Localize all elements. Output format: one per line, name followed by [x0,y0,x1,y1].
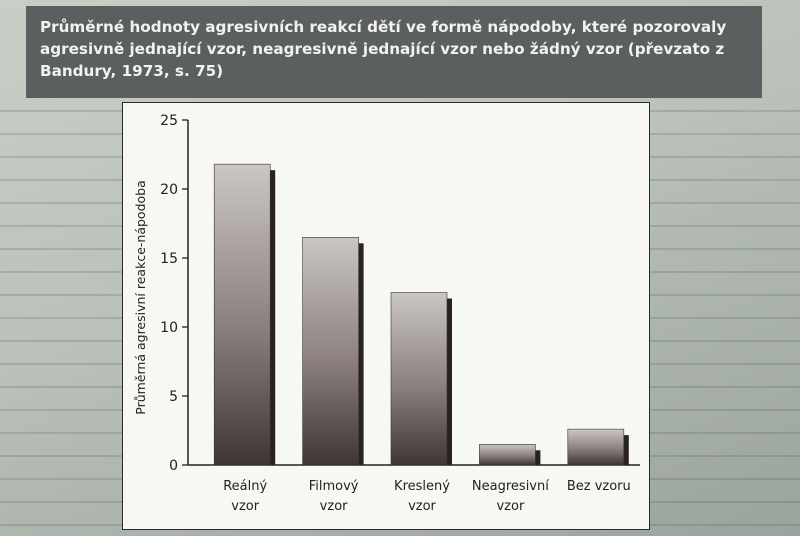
bar [479,443,536,466]
bar-shadow [535,450,541,465]
y-tick-label: 0 [169,458,178,474]
bar-shadow [623,435,629,465]
bar-shadow [447,298,452,465]
y-tick-label: 10 [160,320,178,336]
category-label: Neagresivní vzor [472,479,549,514]
category-label: Kreslený vzor [394,479,450,514]
figure-title: Průměrné hodnoty agresivních reakcí dětí… [40,18,727,80]
chart-frame [122,102,650,530]
bar [302,237,359,466]
y-tick-label: 20 [160,182,178,198]
category-labels: Reálný vzor Filmový vzor Kreslený vzor Neagres… [223,479,631,514]
y-tick-label: 15 [160,251,178,267]
y-tick-label: 5 [169,389,178,405]
bar [567,428,625,466]
figure-title-band: Průměrné hodnoty agresivních reakcí dětí… [26,6,762,98]
y-tick-label: 25 [160,113,178,129]
category-label: Filmový vzor [309,479,359,514]
category-label: Bez vzoru [567,479,631,494]
bar-shadow [358,243,364,465]
bar [213,163,271,466]
y-axis-title: Průměrná agresivní reakce-nápodoba [133,180,148,415]
category-label: Reálný vzor [223,479,267,514]
bars [213,163,629,466]
bar-shadow [270,170,276,465]
bar [390,292,448,466]
